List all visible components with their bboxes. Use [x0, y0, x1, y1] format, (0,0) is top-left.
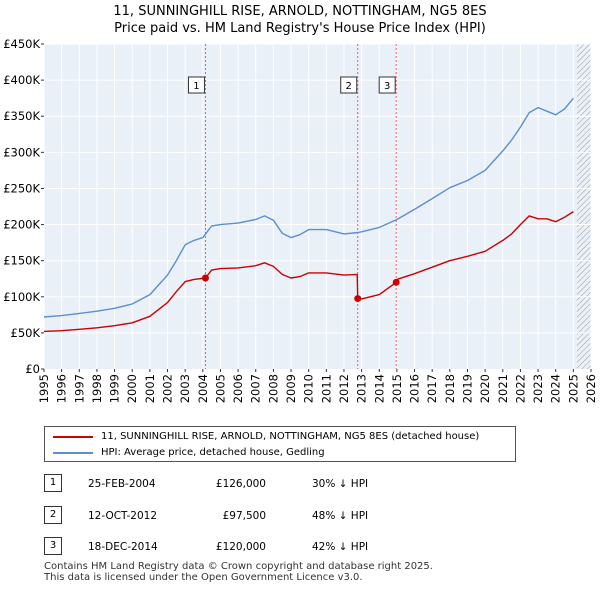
transaction-number: 1 [44, 474, 62, 492]
legend-label-property: 11, SUNNINGHILL RISE, ARNOLD, NOTTINGHAM… [101, 431, 480, 442]
x-tick-label: 2020 [478, 374, 492, 403]
transaction-number: 3 [44, 537, 62, 555]
y-tick-label: £150K [3, 254, 40, 268]
transaction-label-text: 2 [346, 81, 352, 92]
transaction-price: £97,500 [222, 510, 266, 522]
chart-title-line1: 11, SUNNINGHILL RISE, ARNOLD, NOTTINGHAM… [113, 4, 487, 19]
x-tick-label: 2017 [425, 374, 439, 403]
x-tick-label: 2007 [249, 374, 263, 403]
transaction-label-box: 1 [187, 76, 205, 94]
transaction-price: £126,000 [215, 478, 266, 490]
x-tick-label: 1997 [72, 374, 86, 403]
x-tick-label: 2003 [178, 374, 192, 403]
transaction-date: 18-DEC-2014 [88, 541, 158, 553]
x-tick-label: 2000 [125, 374, 139, 403]
footer-copyright: Contains HM Land Registry data © Crown c… [44, 561, 433, 572]
chart-title-line2: Price paid vs. HM Land Registry's House … [114, 21, 486, 36]
transaction-hpi-diff: 42% ↓ HPI [312, 541, 369, 553]
x-tick-label: 2012 [337, 374, 351, 403]
y-tick-label: £250K [3, 181, 40, 195]
x-tick-label: 2002 [161, 374, 175, 403]
x-tick-label: 2019 [460, 374, 474, 403]
y-tick-label: £350K [3, 109, 40, 123]
x-tick-label: 2018 [443, 374, 457, 403]
x-tick-label: 2011 [319, 374, 333, 403]
transaction-label-text: 3 [384, 81, 390, 92]
y-tick-label: £100K [3, 290, 40, 304]
legend: 11, SUNNINGHILL RISE, ARNOLD, NOTTINGHAM… [44, 426, 516, 462]
x-tick-label: 2010 [302, 374, 316, 403]
x-tick-label: 2004 [196, 374, 210, 403]
transaction-label-box: 3 [378, 76, 396, 94]
x-tick-label: 1998 [90, 374, 104, 403]
x-tick-label: 2005 [213, 374, 227, 403]
transaction-hpi-diff: 30% ↓ HPI [312, 478, 369, 490]
x-tick-label: 1999 [108, 374, 122, 403]
transaction-label-box: 2 [340, 76, 358, 94]
transaction-point [201, 274, 209, 282]
x-tick-label: 1995 [37, 374, 51, 403]
series-line-hpi [43, 97, 574, 318]
y-tick-label: £300K [3, 145, 40, 159]
transaction-date: 12-OCT-2012 [88, 510, 157, 522]
y-tick-label: £200K [3, 218, 40, 232]
transaction-point [354, 295, 362, 303]
y-tick-label: £0 [25, 362, 40, 376]
x-tick-label: 1996 [55, 374, 69, 403]
legend-label-hpi: HPI: Average price, detached house, Gedl… [101, 447, 325, 458]
price-chart: 1 2 3 £0 £50K £100K £150K £200K £250K £300K £350K… [3, 37, 598, 403]
transaction-point [392, 278, 400, 286]
legend-swatch-hpi [53, 452, 93, 454]
footer-licence: This data is licensed under the Open Gov… [44, 572, 363, 583]
future-data-hatch [576, 44, 591, 369]
footer: Contains HM Land Registry data © Crown c… [44, 561, 433, 583]
transaction-date: 25-FEB-2004 [88, 478, 156, 490]
x-tick-label: 2014 [372, 374, 386, 403]
x-tick-label: 2009 [284, 374, 298, 403]
transaction-price: £120,000 [215, 541, 266, 553]
series-line-property [43, 211, 574, 333]
transaction-label-frame [340, 76, 358, 94]
x-tick-label: 2008 [266, 374, 280, 403]
transaction-hpi-diff: 48% ↓ HPI [312, 510, 369, 522]
x-tick-label: 2022 [513, 374, 527, 403]
transaction-number: 2 [44, 506, 62, 524]
y-tick-label: £50K [11, 326, 41, 340]
y-tick-label: £450K [3, 37, 40, 51]
transaction-label-text: 1 [193, 81, 199, 92]
x-tick-label: 2024 [549, 374, 563, 403]
transaction-label-frame [187, 76, 205, 94]
x-tick-label: 2006 [231, 374, 245, 403]
x-tick-label: 2015 [390, 374, 404, 403]
y-tick-label: £400K [3, 73, 40, 87]
x-tick-label: 2013 [355, 374, 369, 403]
legend-swatch-property [53, 436, 93, 438]
x-tick-label: 2001 [143, 374, 157, 403]
x-tick-label: 2025 [566, 374, 580, 403]
transaction-label-frame [378, 76, 396, 94]
x-tick-label: 2023 [531, 374, 545, 403]
x-tick-label: 2016 [408, 374, 422, 403]
x-tick-label: 2021 [496, 374, 510, 403]
x-tick-label: 2026 [584, 374, 598, 403]
plot-area [44, 44, 591, 369]
